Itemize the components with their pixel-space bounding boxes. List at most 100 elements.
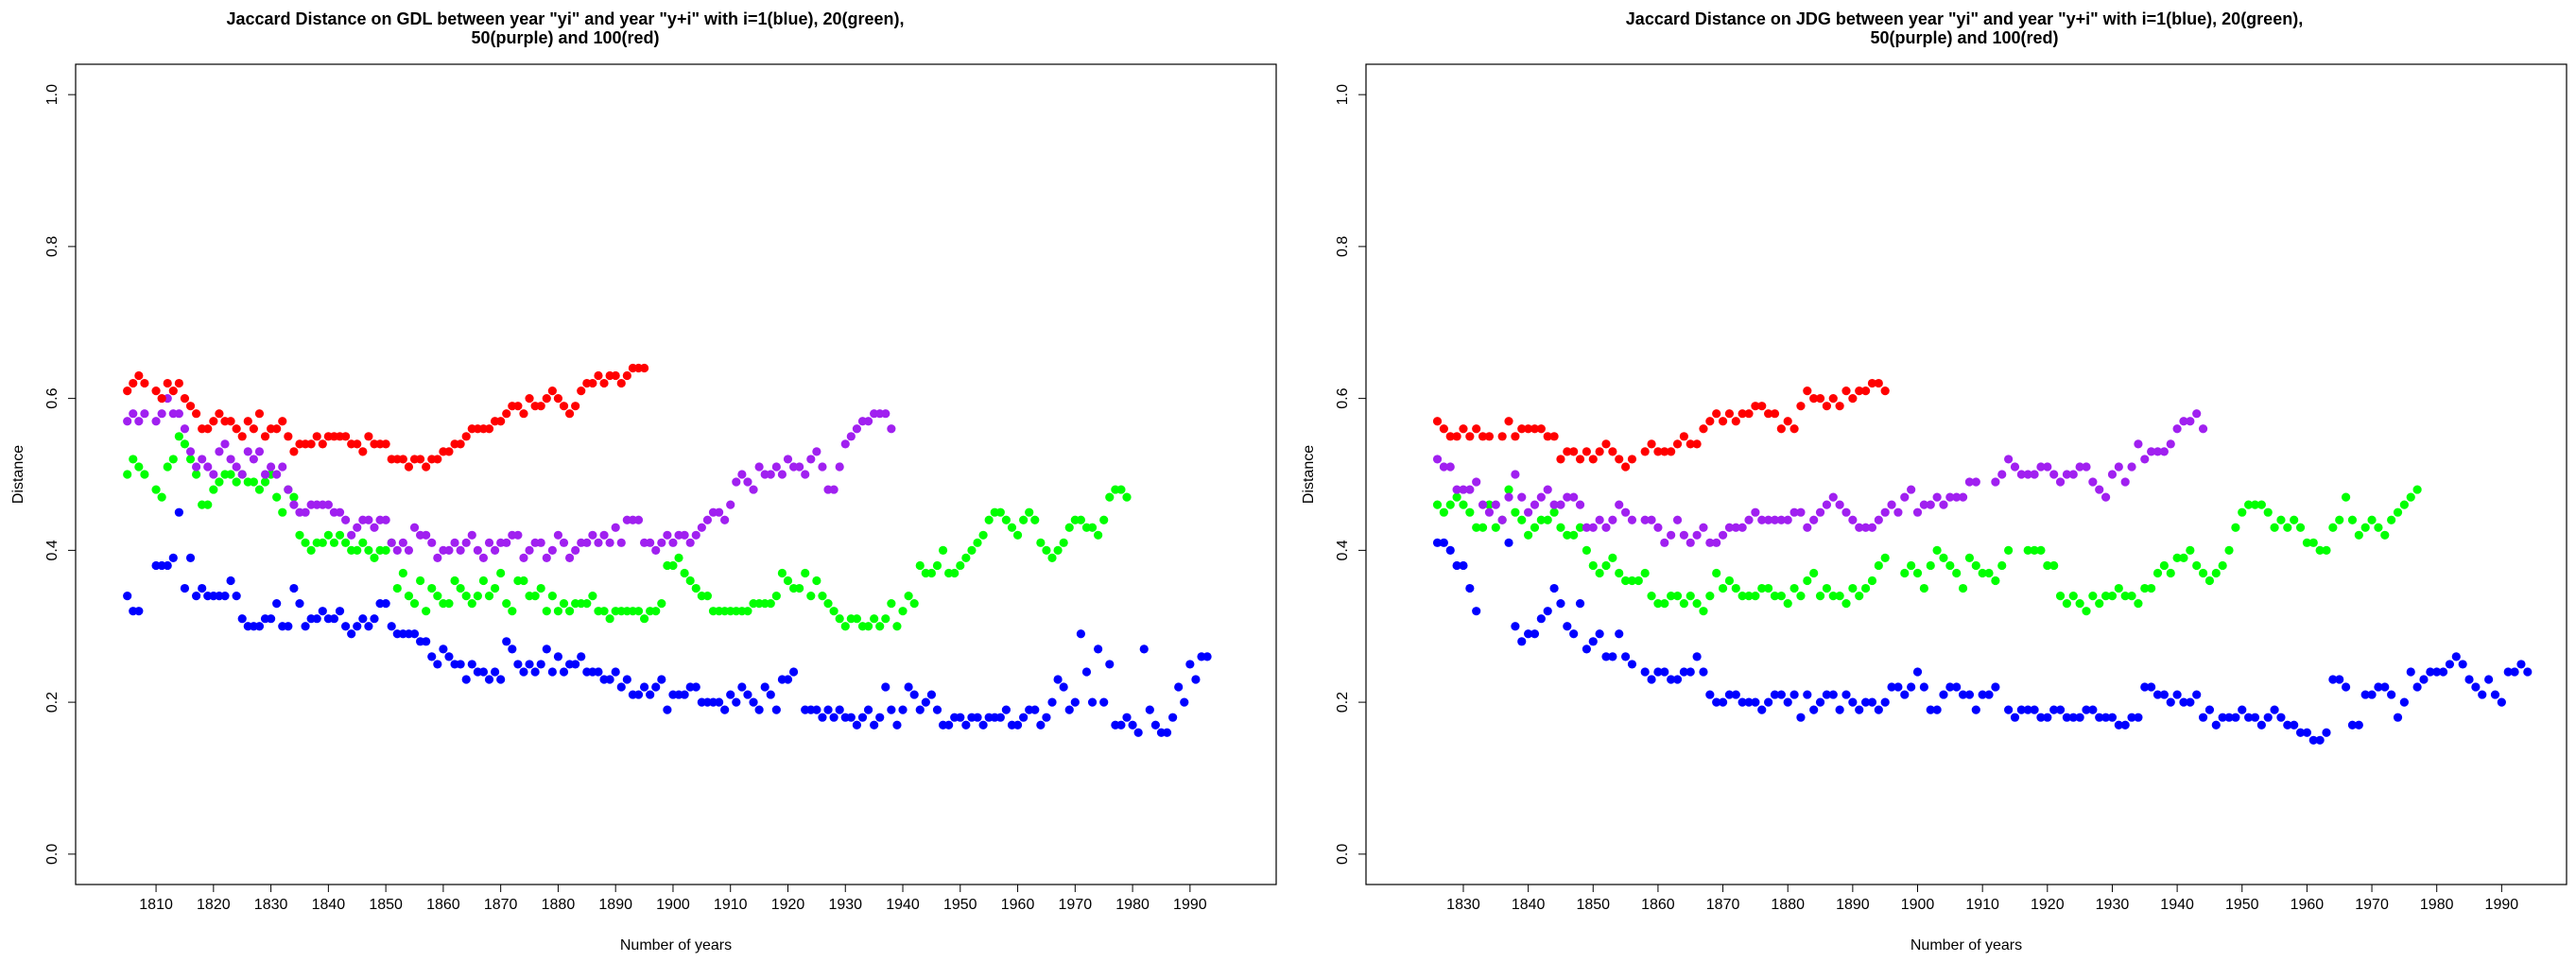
x-tick-label: 1950: [943, 897, 977, 913]
data-point: [1764, 409, 1773, 419]
data-point: [1815, 591, 1825, 601]
data-point: [863, 622, 873, 631]
x-tick-label: 1940: [886, 897, 920, 913]
data-point: [1588, 637, 1598, 646]
data-point: [467, 530, 476, 540]
data-point: [599, 378, 609, 388]
data-point: [2030, 705, 2039, 714]
data-point: [198, 583, 207, 593]
data-point: [829, 607, 838, 616]
data-point: [2159, 447, 2169, 456]
data-point: [2068, 713, 2078, 722]
data-point: [502, 637, 511, 646]
data-point: [1094, 644, 1103, 654]
data-point: [1874, 705, 1883, 714]
data-point: [1582, 523, 1592, 532]
data-point: [1472, 523, 1481, 532]
data-point: [220, 591, 230, 601]
data-point: [1472, 477, 1481, 487]
data-point: [358, 614, 368, 624]
data-point: [1053, 675, 1063, 684]
data-point: [2095, 713, 2104, 722]
data-point: [944, 720, 954, 730]
data-point: [1815, 507, 1825, 517]
data-point: [1445, 462, 1455, 472]
data-point: [547, 591, 557, 601]
data-point: [732, 697, 741, 707]
data-point: [185, 455, 196, 464]
data-point: [490, 667, 500, 677]
data-point: [2256, 720, 2266, 730]
data-point: [1608, 447, 1617, 456]
data-point: [1504, 485, 1513, 494]
data-point: [2419, 675, 2429, 684]
data-point: [754, 705, 764, 714]
data-point: [1809, 568, 1819, 578]
data-point: [564, 409, 575, 419]
data-point: [1452, 485, 1461, 494]
data-point: [1744, 409, 1754, 419]
data-point: [1478, 523, 1488, 532]
data-point: [1803, 575, 1812, 586]
data-point: [1724, 409, 1735, 419]
data-point: [1491, 500, 1500, 509]
data-point: [1958, 492, 1968, 502]
data-point: [340, 515, 351, 524]
data-point: [823, 599, 833, 609]
data-point: [2088, 477, 2098, 487]
data-point: [1770, 409, 1780, 419]
data-point: [1660, 538, 1669, 547]
data-point: [226, 455, 235, 464]
data-point: [961, 553, 971, 563]
data-point: [1964, 553, 1975, 563]
data-point: [1764, 583, 1773, 593]
data-point: [267, 462, 276, 472]
data-point: [2055, 477, 2066, 487]
data-point: [508, 644, 517, 654]
data-point: [1880, 553, 1890, 563]
data-point: [898, 607, 908, 616]
data-point: [732, 477, 741, 487]
x-tick-label: 1930: [828, 897, 862, 913]
data-point: [668, 560, 678, 571]
data-point: [157, 492, 166, 502]
data-point: [1472, 607, 1481, 616]
data-point: [1504, 492, 1513, 502]
data-point: [2036, 713, 2046, 722]
data-point: [1815, 394, 1825, 404]
data-point: [685, 538, 695, 547]
data-point: [2204, 705, 2215, 714]
data-point: [599, 607, 609, 616]
data-point: [806, 591, 816, 601]
data-point: [1445, 500, 1455, 509]
data-point: [1640, 447, 1650, 456]
data-point: [1478, 500, 1488, 509]
data-point: [956, 560, 965, 571]
x-tick-label: 1960: [2291, 897, 2325, 913]
data-point: [2062, 599, 2072, 609]
data-point: [783, 455, 793, 464]
data-point: [1912, 507, 1923, 517]
data-point: [301, 507, 310, 517]
data-point: [1855, 591, 1864, 601]
data-point: [1007, 523, 1017, 532]
data-point: [2186, 545, 2195, 555]
data-point: [2231, 523, 2240, 532]
data-point: [306, 439, 316, 449]
data-point: [622, 370, 631, 381]
data-point: [129, 378, 138, 388]
data-point: [1445, 545, 1455, 555]
data-point: [444, 545, 454, 555]
data-point: [2380, 682, 2390, 692]
data-point: [422, 462, 431, 472]
data-point: [571, 660, 580, 669]
data-point: [2224, 545, 2234, 555]
data-point: [1491, 523, 1500, 532]
data-point: [2082, 607, 2091, 616]
data-point: [995, 507, 1005, 517]
data-point: [852, 614, 862, 624]
data-point: [409, 599, 420, 609]
data-point: [278, 462, 287, 472]
data-point: [2010, 462, 2020, 472]
data-point: [151, 485, 161, 494]
